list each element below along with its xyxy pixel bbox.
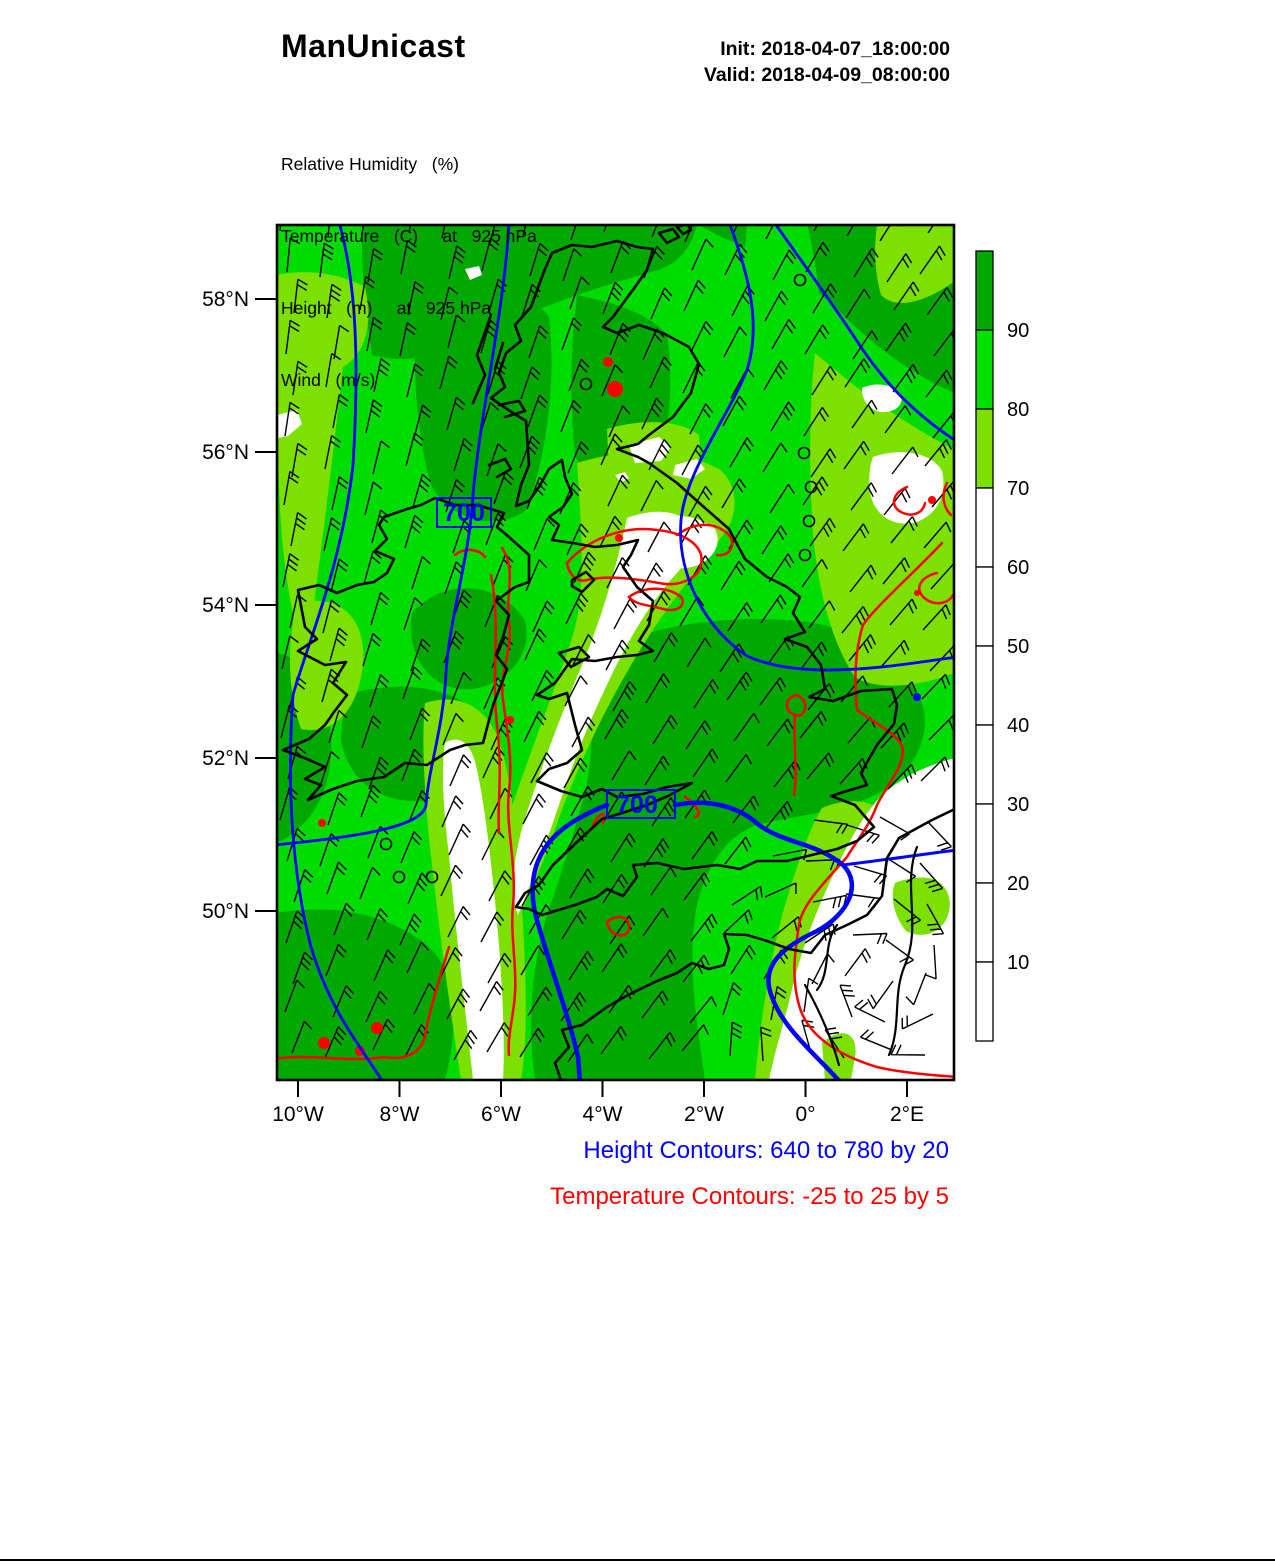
colorbar-cells [975, 250, 994, 1042]
lon-label-4w: 4°W [583, 1103, 623, 1126]
colorbar-cell [975, 566, 994, 647]
colorbar-cell [975, 645, 994, 726]
map-frame [275, 223, 956, 1082]
contour-label-700-1: 700 [443, 499, 485, 527]
anglesey-coastline [557, 645, 591, 669]
lon-label-6w: 6°W [481, 1103, 521, 1126]
field-line-wind: Wind (m/s) [281, 370, 376, 390]
wind-barbs [279, 225, 954, 1063]
longitude-ticks [297, 1080, 908, 1097]
contour-label-box-2 [606, 789, 676, 819]
lat-label-50n: 50°N [202, 900, 249, 923]
height-contours-caption: Height Contours: 640 to 780 by 20 [583, 1137, 949, 1164]
lon-label-0: 0° [795, 1103, 815, 1126]
field-line-temperature: Temperature (C) at 925 hPa [281, 226, 537, 246]
cbar-label-90: 90 [1007, 320, 1029, 342]
height-contours [277, 225, 954, 1080]
cbar-label-50: 50 [1007, 636, 1029, 658]
colorbar: 90 80 70 60 50 40 30 20 10 [975, 250, 1029, 1042]
cbar-label-40: 40 [1007, 715, 1029, 737]
init-timestamp: Init: 2018-04-07_18:00:00 [720, 38, 950, 60]
colorbar-cell [975, 329, 994, 410]
latitude-axis: 58°N 56°N 54°N 52°N 50°N [202, 288, 277, 923]
coastlines [281, 225, 954, 1080]
france-border-lines [803, 845, 919, 1067]
contour-label-700-2: 700 [616, 791, 658, 819]
cbar-label-70: 70 [1007, 478, 1029, 500]
lon-label-2e: 2°E [890, 1103, 924, 1126]
lon-label-10w: 10°W [272, 1103, 324, 1126]
lat-label-56n: 56°N [202, 441, 249, 464]
timestamp-block: Init: 2018-04-07_18:00:00 Valid: 2018-04… [704, 36, 950, 88]
ireland-coastline [281, 496, 531, 802]
hebrides-coastlines [471, 313, 527, 479]
cbar-label-60: 60 [1007, 557, 1029, 579]
rh-80-90-stripes [739, 225, 822, 575]
lat-label-54n: 54°N [202, 594, 249, 617]
temperature-contour-dots [318, 357, 936, 1056]
orkney-coastlines [657, 225, 693, 245]
brand-title: ManUnicast [281, 28, 466, 64]
lon-label-2w: 2°W [684, 1103, 724, 1126]
calm-wind-circles [379, 273, 818, 884]
colorbar-cell [975, 724, 994, 805]
great-britain-coastline [489, 239, 899, 917]
colorbar-cell [975, 250, 994, 331]
colorbar-cell [975, 803, 994, 884]
latitude-ticks [255, 298, 277, 912]
cbar-label-10: 10 [1007, 952, 1029, 974]
lon-label-8w: 8°W [380, 1103, 420, 1126]
cbar-label-80: 80 [1007, 399, 1029, 421]
wind-barbs-layer [279, 225, 954, 1063]
temperature-contours-caption: Temperature Contours: -25 to 25 by 5 [550, 1183, 949, 1210]
colorbar-cell [975, 408, 994, 489]
cbar-label-20: 20 [1007, 873, 1029, 895]
france-coastline [553, 807, 954, 1080]
field-line-height: Height (m) at 925 hPa [281, 298, 492, 318]
contour-label-box-1 [436, 497, 492, 528]
colorbar-cell [975, 961, 994, 1042]
colorbar-cell [975, 487, 994, 568]
lat-label-52n: 52°N [202, 747, 249, 770]
map-canvas: 700 700 [277, 225, 954, 1080]
bottom-horizontal-rule [0, 1559, 1275, 1561]
isle-of-man-coastline [570, 570, 596, 594]
field-line-rh: Relative Humidity (%) [281, 154, 459, 174]
longitude-axis: 10°W 8°W 6°W 4°W 2°W 0° 2°E [272, 1080, 924, 1126]
cbar-label-30: 30 [1007, 794, 1029, 816]
lat-label-58n: 58°N [202, 288, 249, 311]
colorbar-cell [975, 882, 994, 963]
field-list: Relative Humidity (%) Temperature (C) at… [281, 104, 537, 440]
relative-humidity-shading [277, 225, 954, 1080]
height-contour-labels: 700 700 [436, 497, 676, 819]
valid-timestamp: Valid: 2018-04-09_08:00:00 [703, 64, 950, 86]
